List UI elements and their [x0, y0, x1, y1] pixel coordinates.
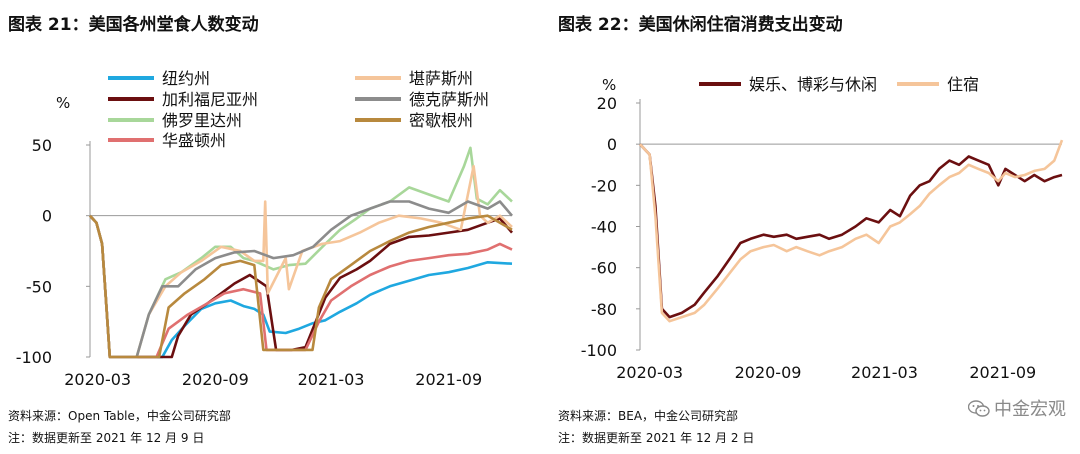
series-line-6 [89, 214, 513, 359]
footnote-22: 注：数据更新至 2021 年 12 月 2 日 [558, 431, 755, 445]
watermark: 中金宏观 [968, 395, 1066, 421]
x-tick-label: 2021-09 [969, 363, 1036, 382]
source-note-22: 资料来源：BEA，中金公司研究部 [558, 409, 739, 423]
legend-label: 密歇根州 [409, 111, 473, 130]
x-tick-label: 2020-09 [735, 363, 802, 382]
y-tick-label: -80 [591, 300, 617, 319]
y-tick-label: 50 [32, 136, 52, 155]
watermark-text: 中金宏观 [994, 399, 1066, 420]
y-tick-label: 0 [42, 207, 52, 226]
y-tick-label: -100 [16, 348, 52, 367]
y-tick-label: 20 [597, 94, 617, 113]
x-tick-label: 2020-03 [64, 370, 131, 389]
legend-label: 佛罗里达州 [162, 111, 242, 130]
chart-panel-dine-in: 图表 21：美国各州堂食人数变动 -100 -50 0 50% 2020-03 2020-… [8, 15, 513, 445]
figure-title-21: 图表 21：美国各州堂食人数变动 [8, 15, 259, 35]
y-tick-label: -100 [581, 341, 617, 360]
x-tick-label: 2021-09 [415, 370, 482, 389]
series-line-3 [89, 214, 513, 359]
footnote-21: 注：数据更新至 2021 年 12 月 9 日 [8, 431, 205, 445]
x-tick-label: 2020-09 [182, 370, 249, 389]
x-tick-label: 2020-03 [616, 363, 683, 382]
dine-in-line-chart: -100 -50 0 50% 2020-03 2020-09 2021-03 2021-09 纽… [16, 69, 513, 389]
legend-label: 华盛顿州 [162, 131, 226, 150]
legend-label: 堪萨斯州 [409, 69, 473, 88]
series-line-0 [639, 143, 1063, 319]
x-tick-label: 2021-03 [298, 370, 365, 389]
y-axis-unit: % [602, 76, 616, 94]
y-tick-label: -20 [591, 176, 617, 195]
figure-title-22: 图表 22：美国休闲住宿消费支出变动 [558, 15, 843, 35]
y-tick-label: 0 [607, 135, 617, 154]
wechat-icon [968, 400, 990, 417]
source-note-21: 资料来源：Open Table，中金公司研究部 [8, 409, 231, 423]
x-tick-label: 2021-03 [851, 363, 918, 382]
legend-label: 娱乐、博彩与休闲 [749, 75, 877, 94]
series-line-0 [89, 214, 513, 359]
y-tick-label: -40 [591, 218, 617, 237]
legend-label: 加利福尼亚州 [162, 90, 258, 109]
series-line-1 [639, 139, 1064, 323]
leisure-spending-line-chart: -100 -80 -60 -40 -20 0 20% 2020-03 2020-09 2021-0… [581, 75, 1064, 382]
y-axis-unit: % [56, 94, 70, 112]
legend-label: 纽约州 [162, 69, 210, 88]
legend-label: 住宿 [947, 75, 979, 94]
legend-label: 德克萨斯州 [409, 90, 489, 109]
y-tick-label: -60 [591, 259, 617, 278]
chart-panel-leisure-spending: 图表 22：美国休闲住宿消费支出变动 -100 -80 -60 -40 -20 0 20% 2… [552, 0, 1080, 454]
y-tick-label: -50 [26, 277, 52, 296]
series-line-1 [89, 214, 513, 359]
